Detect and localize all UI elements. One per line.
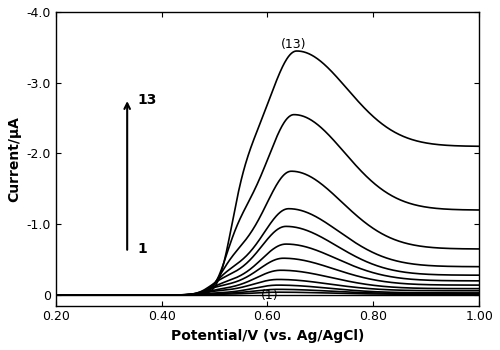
Y-axis label: Current/μA: Current/μA [7, 116, 21, 202]
Text: (13): (13) [280, 38, 306, 51]
Text: (1): (1) [262, 289, 279, 302]
Text: 13: 13 [138, 93, 157, 107]
Text: 1: 1 [138, 242, 147, 256]
X-axis label: Potential/V (vs. Ag/AgCl): Potential/V (vs. Ag/AgCl) [170, 329, 364, 343]
